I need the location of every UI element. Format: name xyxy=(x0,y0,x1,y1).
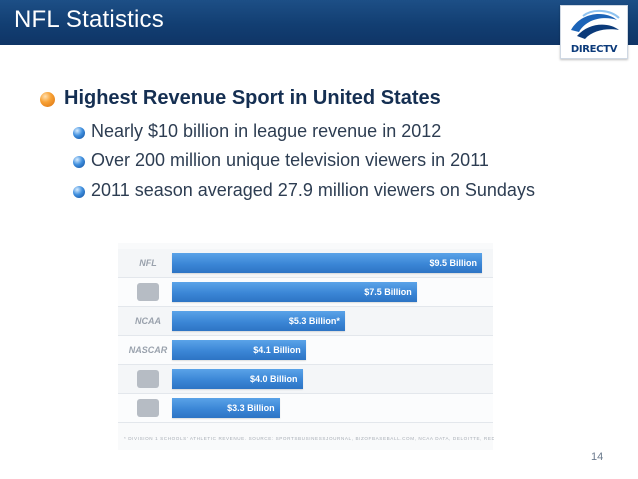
directv-wordmark: DIRECTV xyxy=(570,44,618,55)
chart-source-note: * DIVISION 1 SCHOOLS' ATHLETIC REVENUE. … xyxy=(124,436,494,441)
slide-header-bar: NFL Statistics xyxy=(0,0,638,45)
chart-row-divider xyxy=(118,335,493,336)
league-logo-ncaa: NCAA xyxy=(135,316,161,326)
bar-value-label: $5.3 Billion* xyxy=(288,316,340,326)
bullet-text-2: Over 200 million unique television viewe… xyxy=(91,150,489,170)
blue-circle-bullet-icon xyxy=(73,186,85,198)
league-logo-nfl: NFL xyxy=(139,258,157,268)
page-number: 14 xyxy=(591,451,604,463)
blue-circle-bullet-icon xyxy=(73,156,85,168)
bar-value-label: $4.1 Billion xyxy=(253,345,301,355)
league-logo-nascar: NASCAR xyxy=(128,345,168,355)
revenue-bar-nascar xyxy=(172,340,306,360)
revenue-bar-nfl xyxy=(172,253,482,273)
bar-value-label: $9.5 Billion xyxy=(429,258,477,268)
revenue-bar-chart: NFL $9.5 Billion $7.5 Billion NCAA $5.3 Bill… xyxy=(118,243,493,450)
league-logo-nba xyxy=(126,368,170,390)
chart-row-divider xyxy=(118,393,493,394)
bar-value-label: $3.3 Billion xyxy=(227,403,275,413)
revenue-bar-nhl xyxy=(172,398,280,418)
revenue-bar-mlb xyxy=(172,282,417,302)
blue-circle-bullet-icon xyxy=(73,127,85,139)
bar-value-label: $7.5 Billion xyxy=(364,287,412,297)
directv-swirl-icon xyxy=(571,10,620,39)
revenue-bar-ncaa xyxy=(172,311,345,331)
slide-title: NFL Statistics xyxy=(14,6,164,33)
directv-logo: DIRECTV xyxy=(560,5,628,59)
chart-row-divider xyxy=(118,277,493,278)
revenue-bar-nba xyxy=(172,369,303,389)
league-logo-nhl xyxy=(126,397,170,419)
bar-value-label: $4.0 Billion xyxy=(250,374,298,384)
bullet-text-1: Nearly $10 billion in league revenue in … xyxy=(91,121,442,141)
bullet-text-3: 2011 season averaged 27.9 million viewer… xyxy=(91,180,535,200)
main-heading: Highest Revenue Sport in United States xyxy=(64,87,441,109)
chart-row-divider xyxy=(118,306,493,307)
chart-row-divider xyxy=(118,364,493,365)
league-logo-mlb xyxy=(126,281,170,303)
orange-circle-bullet-icon xyxy=(40,92,55,107)
chart-row-divider xyxy=(118,422,493,423)
